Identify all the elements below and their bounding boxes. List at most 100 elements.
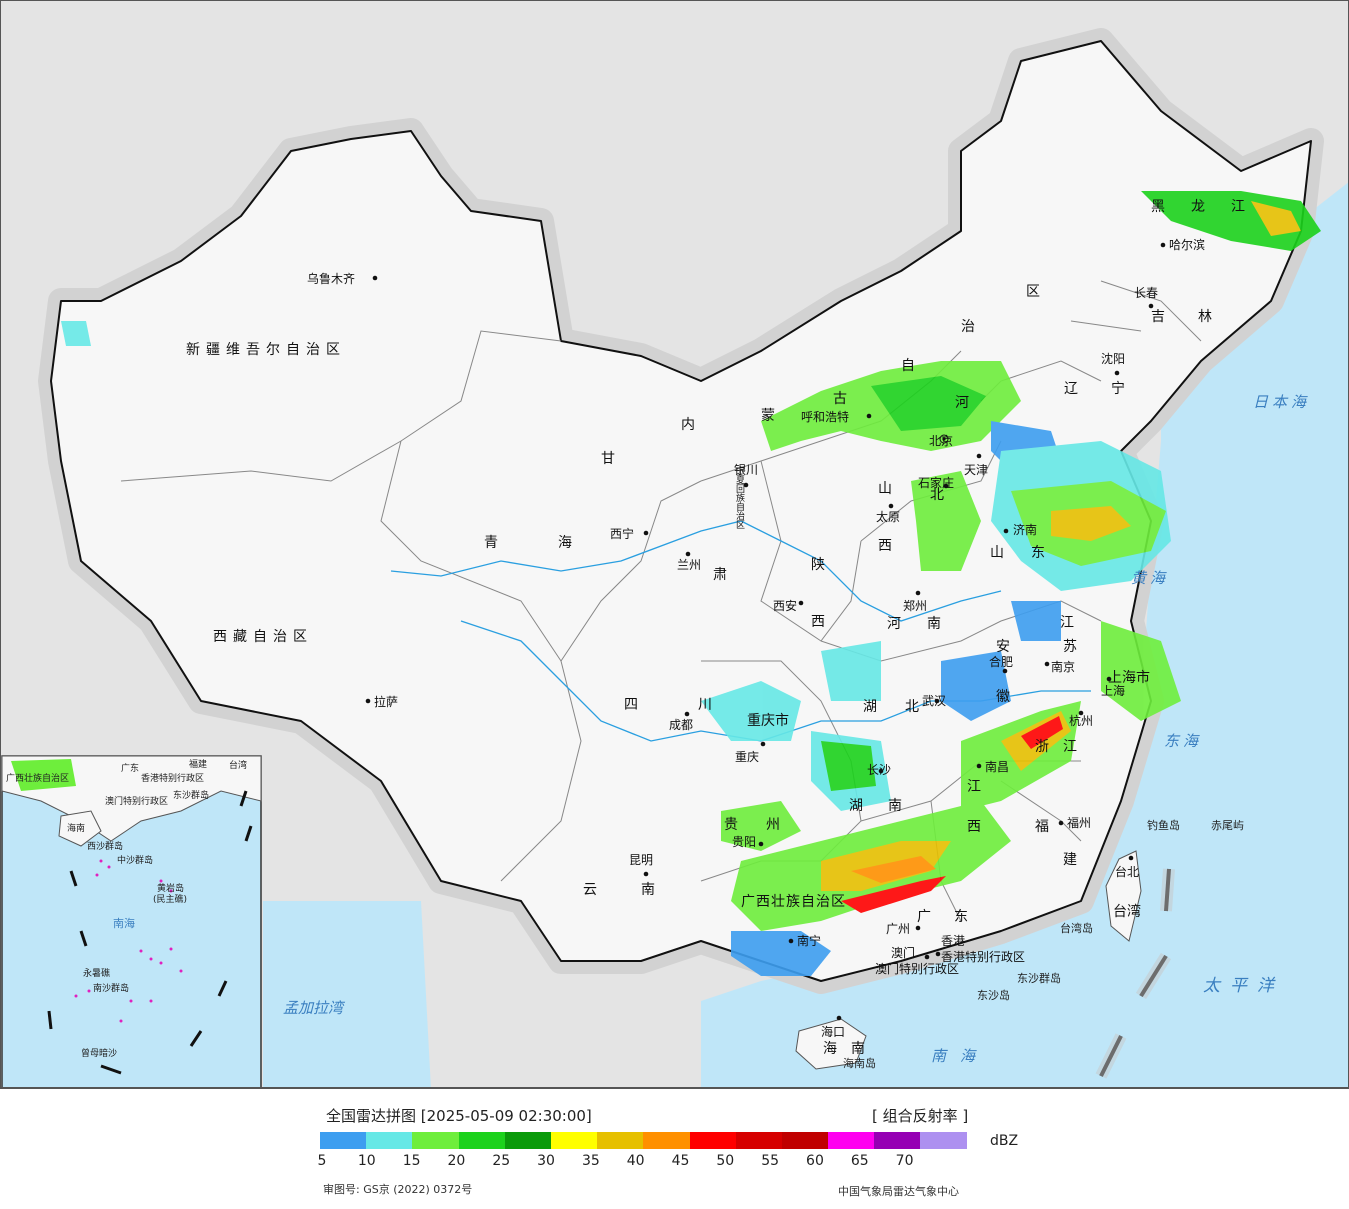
city-shenyang: 沈阳 xyxy=(1101,351,1125,366)
inset-south-china-sea xyxy=(1,755,262,1087)
legend-panel: 全国雷达拼图 [2025-05-09 02:30:00] [ 组合反射率 ] 5… xyxy=(0,1088,1349,1209)
province-gansu-1: 甘 xyxy=(601,451,615,467)
city-yinchuan: 银川 xyxy=(734,463,758,477)
scale-tick-label: 25 xyxy=(492,1153,511,1169)
scale-tick-label: 45 xyxy=(671,1153,690,1169)
scale-swatch xyxy=(735,1132,782,1149)
province-sichuan-1: 四 xyxy=(624,697,638,713)
city-nanjing: 南京 xyxy=(1051,659,1075,674)
province-liaoning-2: 宁 xyxy=(1111,380,1125,397)
province-ningxia: 宁夏回族自治区 xyxy=(734,465,745,529)
scale-tick-label: 10 xyxy=(357,1153,376,1169)
inset-fujian: 福建 xyxy=(189,758,207,770)
province-guizhou-2: 州 xyxy=(766,817,780,833)
province-nmg-2: 蒙 xyxy=(761,408,775,424)
map-canvas: 新疆维吾尔自治区 西藏自治区 青 海 甘 肃 内 蒙 古 自 治 区 陕 西 山… xyxy=(1,28,1348,1087)
province-henan-2: 南 xyxy=(927,616,941,632)
inset-guangxi: 广西壮族自治区 xyxy=(6,772,69,784)
city-fuzhou: 福州 xyxy=(1067,815,1091,830)
legend-title: 全国雷达拼图 [2025-05-09 02:30:00] xyxy=(326,1107,592,1125)
city-xian: 西安 xyxy=(773,598,797,613)
province-hainan-1: 海 xyxy=(823,1041,837,1057)
province-jilin-2: 林 xyxy=(1198,309,1212,325)
sea-bengal: 孟加拉湾 xyxy=(283,999,346,1017)
city-hefei: 合肥 xyxy=(989,654,1013,669)
city-chongqing: 重庆 xyxy=(735,750,759,764)
city-harbin: 哈尔滨 xyxy=(1169,237,1205,252)
island-taiwan: 台湾岛 xyxy=(1060,921,1093,935)
city-changsha: 长沙 xyxy=(867,763,891,777)
province-guizhou-1: 贵 xyxy=(724,817,738,833)
scale-swatch xyxy=(920,1132,967,1149)
scale-tick-label: 55 xyxy=(761,1153,780,1169)
sea-yellow: 黄海 xyxy=(1131,569,1169,587)
scale-tick-label: 65 xyxy=(850,1153,869,1169)
scale-tick-label: 40 xyxy=(626,1153,645,1169)
inset-nansha: 南沙群岛 xyxy=(93,982,129,994)
scale-swatch xyxy=(643,1132,690,1149)
scale-swatch xyxy=(320,1132,367,1149)
scale-swatch xyxy=(781,1132,829,1149)
province-taiwan: 台湾 xyxy=(1113,903,1141,920)
ocean-east xyxy=(701,251,1348,1087)
inset-zhongsha: 中沙群岛 xyxy=(117,854,153,866)
city-tianjin: 天津 xyxy=(964,463,988,477)
province-qinghai-1: 青 xyxy=(484,535,498,551)
city-xining: 西宁 xyxy=(610,526,634,541)
province-yunnan-2: 南 xyxy=(641,882,655,898)
city-haikou: 海口 xyxy=(821,1024,845,1039)
province-hubei-1: 湖 xyxy=(863,699,877,715)
nine-dash-halo xyxy=(1095,868,1175,1079)
province-hlj-2: 龙 xyxy=(1191,199,1205,215)
product-label: [ 组合反射率 ] xyxy=(872,1107,969,1125)
city-shijiazhuang: 石家庄 xyxy=(918,475,954,490)
scale-tick-label: 50 xyxy=(716,1153,735,1169)
province-guangxi: 广西壮族自治区 xyxy=(741,894,846,910)
city-guiyang: 贵阳 xyxy=(732,835,756,849)
province-anhui-2: 徽 xyxy=(996,689,1010,705)
province-guangdong-2: 东 xyxy=(954,909,968,925)
province-hunan-2: 南 xyxy=(888,798,902,814)
province-fujian-2: 建 xyxy=(1063,852,1077,868)
sea-pacific: 太平洋 xyxy=(1203,976,1284,996)
province-hunan-1: 湖 xyxy=(849,798,863,814)
inset-taiwan: 台湾 xyxy=(229,759,247,771)
city-macau: 澳门 xyxy=(891,945,915,960)
island-chiwei: 赤尾屿 xyxy=(1211,819,1244,832)
radar-map[interactable]: 新疆维吾尔自治区 西藏自治区 青 海 甘 肃 内 蒙 古 自 治 区 陕 西 山… xyxy=(0,0,1349,1088)
inset-guangdong: 广东 xyxy=(121,762,139,774)
city-chengdu: 成都 xyxy=(669,718,693,732)
city-lanzhou: 兰州 xyxy=(677,558,701,572)
province-xizang: 西藏自治区 xyxy=(213,629,313,645)
scale-swatch xyxy=(412,1132,459,1149)
inset-xisha: 西沙群岛 xyxy=(87,840,123,852)
province-sichuan-2: 川 xyxy=(698,697,712,713)
city-shanghai: 上海 xyxy=(1101,683,1125,698)
inset-zengmu: 曾母暗沙 xyxy=(81,1047,117,1059)
inset-macau: 澳门特别行政区 xyxy=(105,795,168,807)
scale-swatch xyxy=(504,1132,551,1149)
city-nanchang: 南昌 xyxy=(985,759,1009,774)
province-shaanxi-2: 西 xyxy=(811,614,825,630)
city-lhasa: 拉萨 xyxy=(374,694,398,709)
province-jiangxi-1: 江 xyxy=(967,779,981,795)
province-fujian-1: 福 xyxy=(1035,819,1049,835)
province-hongkong: 香港特别行政区 xyxy=(941,949,1025,964)
scale-swatch xyxy=(874,1132,921,1149)
province-shandong-2: 东 xyxy=(1031,545,1045,561)
province-nmg-6: 区 xyxy=(1026,284,1040,300)
scale-swatch xyxy=(597,1132,644,1149)
city-changchun: 长春 xyxy=(1134,286,1158,300)
province-liaoning-1: 辽 xyxy=(1064,381,1078,397)
province-shanxi-2: 西 xyxy=(878,538,892,554)
city-hongkong: 香港 xyxy=(941,934,965,948)
inset-yongshu: 永暑礁 xyxy=(83,967,110,979)
province-jiangsu-1: 江 xyxy=(1060,615,1074,631)
inset-huangyan: 黄岩岛 xyxy=(157,882,184,894)
city-taiyuan: 太原 xyxy=(876,509,900,524)
scale-swatch xyxy=(828,1132,875,1149)
province-zhejiang-2: 江 xyxy=(1063,739,1077,755)
scale-tick-label: 15 xyxy=(402,1153,421,1169)
city-hangzhou: 杭州 xyxy=(1069,713,1093,728)
scale-tick-label: 30 xyxy=(537,1153,555,1169)
